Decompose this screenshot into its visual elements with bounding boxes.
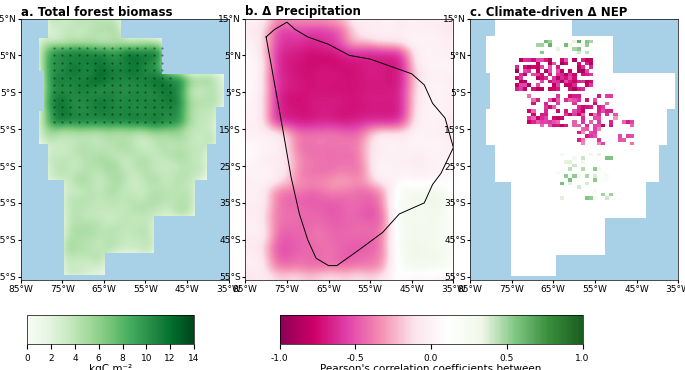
Text: c. Climate-driven Δ NEP: c. Climate-driven Δ NEP bbox=[470, 6, 627, 18]
Text: b. Δ Precipitation: b. Δ Precipitation bbox=[245, 6, 361, 18]
X-axis label: kgC m⁻²: kgC m⁻² bbox=[89, 364, 132, 370]
Text: a. Total forest biomass: a. Total forest biomass bbox=[21, 6, 172, 18]
X-axis label: Pearson's correlation coefficients between
global Tₕᴵˢᵗ trends and future change: Pearson's correlation coefficients betwe… bbox=[321, 364, 542, 370]
